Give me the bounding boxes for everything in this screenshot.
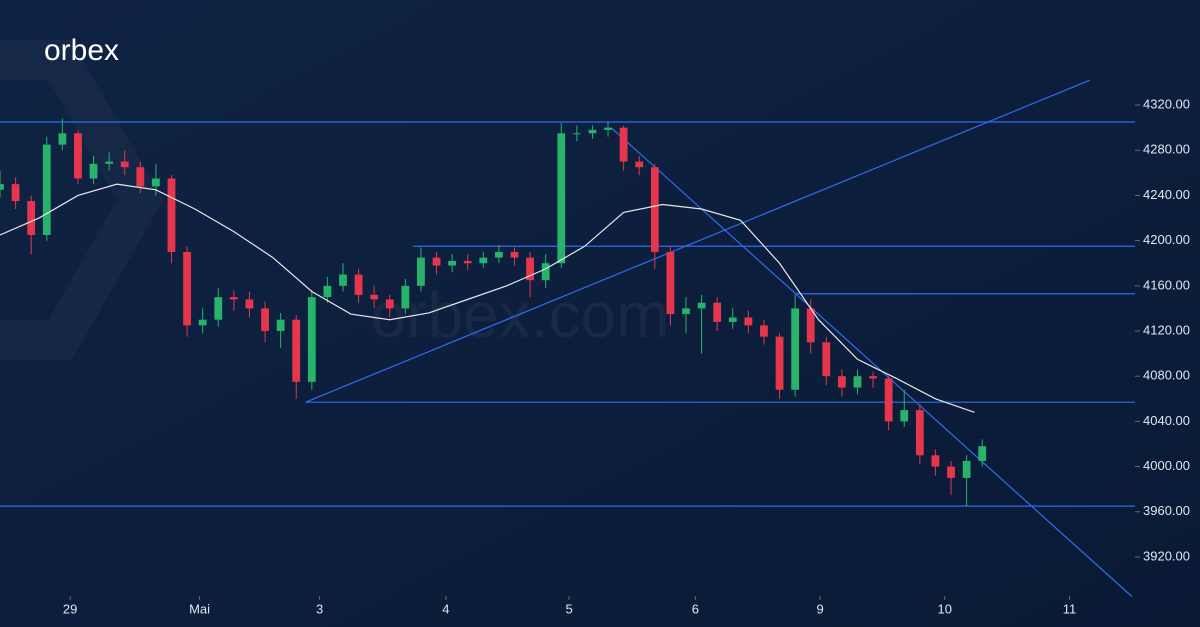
candle-body [760, 325, 768, 337]
candle-body [619, 127, 628, 162]
candle-body [962, 460, 971, 478]
candle-body [463, 260, 472, 264]
candle-body [588, 129, 597, 134]
candle-body [89, 163, 98, 179]
candle-body [0, 184, 4, 190]
candle-body [74, 133, 82, 179]
candle-body [136, 167, 145, 187]
candle-body [900, 410, 909, 422]
candle-body [432, 257, 441, 266]
logo: orbex [44, 34, 119, 67]
candle-body [245, 299, 254, 309]
candle-body [183, 251, 191, 326]
candle-body [120, 161, 129, 168]
candle-body [604, 127, 612, 130]
candle-body [58, 133, 67, 145]
candle-body [915, 410, 924, 456]
candle-body [884, 378, 893, 422]
x-tick-label: 5 [565, 601, 572, 616]
candle-body [837, 376, 846, 388]
candle-body [791, 308, 800, 390]
y-tick-label: 4120.00 [1143, 322, 1190, 337]
candle-body [775, 336, 784, 390]
y-tick-label: 4200.00 [1143, 232, 1190, 247]
candle-body [448, 260, 457, 266]
candle-body [682, 308, 690, 315]
moving-average [0, 183, 975, 413]
y-tick-label: 4080.00 [1143, 368, 1190, 383]
candle-body [292, 319, 301, 382]
candle-body [526, 257, 534, 281]
candle-body [276, 319, 285, 332]
y-tick-label: 4240.00 [1143, 187, 1190, 202]
x-tick-label: Mai [189, 601, 210, 616]
candle-body [370, 294, 379, 300]
y-tick-label: 3960.00 [1143, 503, 1190, 518]
y-tick-label: 4000.00 [1143, 458, 1190, 473]
candle-body [167, 178, 176, 252]
candle-body [479, 257, 488, 264]
candle-body [978, 446, 987, 461]
candle-body [11, 184, 20, 202]
candle-body [323, 285, 332, 298]
x-tick-label: 11 [1063, 601, 1077, 616]
candle-body [229, 297, 238, 300]
candle-body [214, 297, 223, 320]
candle-body [27, 201, 36, 235]
candle-body [105, 161, 114, 164]
candle-body [853, 376, 862, 388]
candle-body [666, 251, 675, 315]
x-tick-label: 3 [316, 601, 323, 616]
candle-body [697, 302, 706, 309]
candle-body [510, 251, 519, 258]
candle-body [541, 263, 550, 281]
trend-line [305, 79, 1091, 403]
candle-body [728, 317, 737, 322]
candle-body [417, 257, 425, 286]
candle-body [307, 297, 316, 382]
candle-body [152, 178, 160, 187]
candle-body [713, 302, 722, 322]
y-tick-label: 4160.00 [1143, 277, 1190, 292]
candle-body [635, 161, 644, 168]
candle-body [261, 308, 269, 332]
candle-body [650, 167, 659, 252]
candle-body [806, 308, 815, 343]
y-tick-label: 4320.00 [1143, 97, 1190, 112]
x-tick-label: 6 [692, 601, 699, 616]
candle-body [385, 299, 394, 309]
candle-body [339, 274, 347, 286]
candle-body [495, 251, 503, 258]
x-tick-label: 4 [442, 601, 449, 616]
y-tick-label: 4040.00 [1143, 413, 1190, 428]
candle-body [557, 133, 566, 264]
candle-body [572, 133, 581, 135]
trend-line [610, 127, 1133, 597]
candle-body [822, 342, 831, 377]
y-tick-label: 4280.00 [1143, 142, 1190, 157]
candle-body [931, 455, 940, 467]
y-tick-label: 3920.00 [1143, 548, 1190, 563]
candle-body [354, 274, 363, 295]
candle-body [198, 319, 207, 326]
x-tick-label: 9 [816, 601, 823, 616]
candle-body [401, 285, 410, 309]
candle-body [744, 317, 753, 326]
candle-body [947, 466, 955, 478]
x-tick-label: 10 [938, 601, 952, 616]
candle-body [42, 144, 51, 235]
x-tick-label: 29 [63, 601, 77, 616]
candle-body [869, 376, 877, 379]
plot: 3920.00 3960.00 4000.00 4040.00 4080.00 4120.… [0, 79, 1190, 616]
